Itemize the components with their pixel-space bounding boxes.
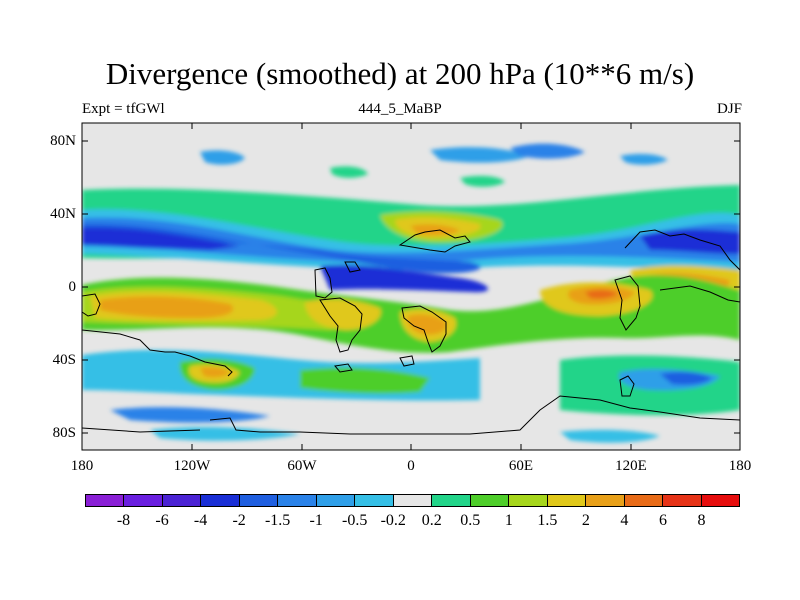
- colorbar-tick-label: -0.2: [380, 512, 406, 529]
- lon-label: 180: [728, 458, 752, 474]
- colorbar-tick-label: 1.5: [537, 512, 558, 529]
- colorbar-swatch: [701, 495, 739, 506]
- lat-label: 80S: [52, 425, 76, 441]
- lat-label: 40S: [52, 352, 76, 368]
- lon-label: 180: [70, 458, 94, 474]
- lat-label: 0: [68, 279, 77, 295]
- lon-label: 60E: [508, 458, 534, 474]
- colorbar-tick-label: -1: [309, 512, 323, 529]
- divergence-field: [82, 123, 740, 450]
- colorbar-tick-label: -8: [116, 512, 131, 529]
- colorbar-swatch: [393, 495, 433, 506]
- coastlines: [82, 229, 740, 435]
- axis-ticks: [82, 123, 740, 450]
- colorbar-swatch: [586, 495, 625, 506]
- colorbar-swatch: [239, 495, 279, 506]
- colorbar-swatch: [162, 495, 202, 506]
- colorbar-swatch: [663, 495, 702, 506]
- run-label: 444_5_MaBP: [358, 101, 442, 117]
- colorbar-swatch: [86, 495, 125, 506]
- colorbar-swatch: [278, 495, 317, 506]
- lon-label: 60W: [287, 458, 317, 474]
- colorbar-swatch: [432, 495, 471, 506]
- colorbar-tick-label: 4: [620, 512, 629, 529]
- colorbar-swatch: [124, 495, 163, 506]
- colorbar-tick-label: 1: [504, 512, 513, 529]
- colorbar-tick-label: 0.2: [421, 512, 442, 529]
- colorbar-tick-label: 0.5: [460, 512, 481, 529]
- colorbar-swatch: [509, 495, 548, 506]
- colorbar: [85, 494, 740, 507]
- colorbar-swatch: [470, 495, 510, 506]
- lon-label: 0: [407, 458, 415, 474]
- lat-label: 80N: [50, 133, 76, 149]
- season-label: DJF: [716, 101, 742, 117]
- colorbar-swatch: [201, 495, 240, 506]
- colorbar-tick-label: 6: [658, 512, 667, 529]
- colorbar-tick-label: -0.5: [342, 512, 368, 529]
- colorbar-swatch: [355, 495, 394, 506]
- lon-label: 120W: [173, 458, 211, 474]
- lon-label: 120E: [615, 458, 647, 474]
- colorbar-swatch: [316, 495, 356, 506]
- colorbar-tick-label: 2: [581, 512, 590, 529]
- colorbar-tick-label: -6: [155, 512, 169, 529]
- colorbar-swatch: [547, 495, 587, 506]
- colorbar-tick-label: -1.5: [264, 512, 291, 529]
- colorbar-tick-label: 8: [697, 512, 706, 529]
- lat-label: 40N: [50, 206, 76, 222]
- plot-title: Divergence (smoothed) at 200 hPa (10**6 …: [105, 56, 695, 91]
- colorbar-tick-label: -2: [232, 512, 246, 529]
- experiment-label: Expt = tfGWl: [82, 101, 165, 117]
- colorbar-swatch: [624, 495, 664, 506]
- colorbar-tick-label: -4: [193, 512, 208, 529]
